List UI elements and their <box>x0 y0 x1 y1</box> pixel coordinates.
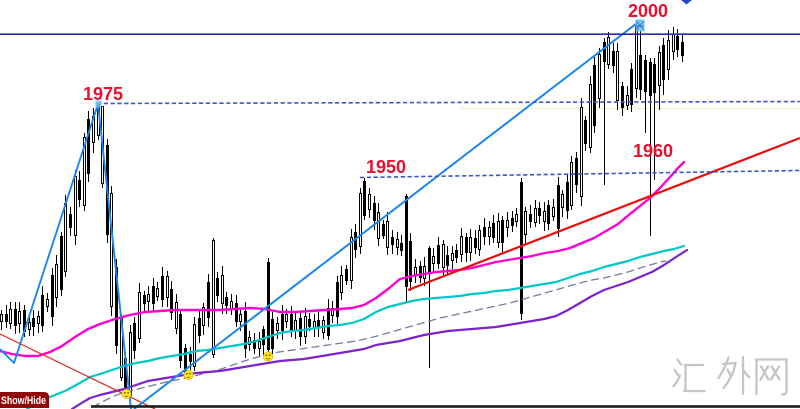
svg-text:Show/Hide: Show/Hide <box>1 395 46 407</box>
svg-text:1960: 1960 <box>633 141 673 161</box>
svg-text:1950: 1950 <box>366 157 406 177</box>
svg-text:1975: 1975 <box>83 84 123 104</box>
svg-text:2000: 2000 <box>628 1 668 21</box>
